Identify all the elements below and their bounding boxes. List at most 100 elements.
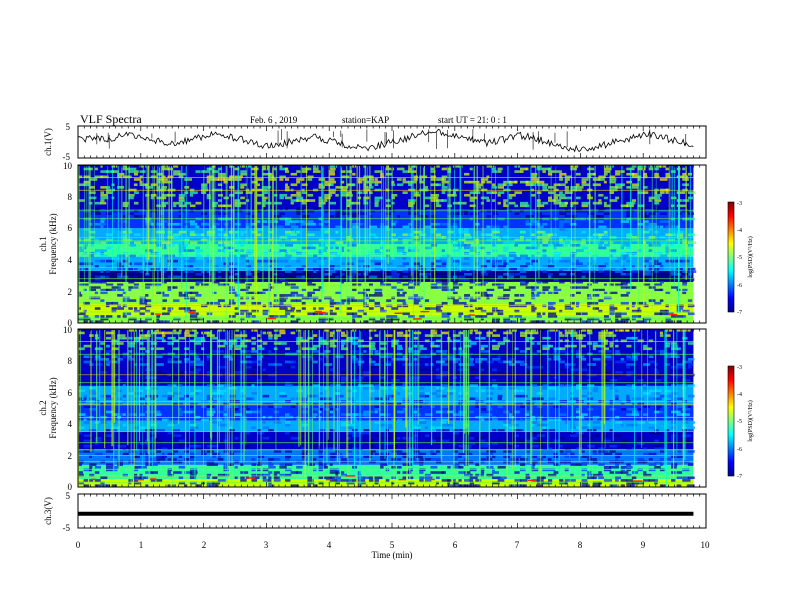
- ch1-spec-speckle: [542, 167, 551, 171]
- ch2-spec-speckle: [161, 371, 168, 374]
- ch1-spec-speckle: [525, 246, 532, 250]
- ch2-spec-speckle: [285, 431, 290, 435]
- ch1-spec-speckle: [357, 278, 363, 281]
- ch2-spec-speckle: [318, 481, 324, 485]
- ch1-spec-speckle: [508, 315, 514, 318]
- ch2-spec-speckle: [492, 368, 497, 372]
- ch1-spec-speckle: [156, 291, 165, 295]
- ch1-spec-speckle: [133, 309, 141, 313]
- ch1-spec-speckle: [262, 165, 270, 168]
- ch2-spec-speckle: [564, 421, 569, 424]
- ch2-spec-speckle: [620, 484, 625, 487]
- ch1-spec-speckle: [402, 312, 410, 316]
- ch1-spec-speckle: [352, 320, 356, 323]
- ch1-spec-speckle: [380, 280, 384, 284]
- ch1-spec-speckle: [161, 267, 168, 271]
- ch1-spec-speckle: [279, 167, 288, 171]
- ch2-spec-speckle: [665, 429, 670, 432]
- ch1-spec-speckle: [592, 178, 601, 181]
- ch2-spec-speckle: [519, 376, 529, 380]
- ch1-spec-ytick-10: 10: [63, 161, 73, 171]
- ch2-spec-speckle: [514, 365, 522, 369]
- ch2-spec-speckle: [676, 413, 684, 416]
- ch1-spec-speckle: [78, 267, 82, 271]
- ch2-spec-speckle: [201, 444, 208, 448]
- ch1-spec-speckle: [519, 320, 524, 323]
- ch2-spec-speckle: [648, 463, 657, 466]
- ch2-spec-speckle: [570, 436, 577, 440]
- ch1-spec-speckle: [307, 283, 315, 287]
- ch2-spec-speckle: [245, 447, 252, 451]
- ch1-spec-speckle: [581, 238, 586, 242]
- ch1-spec-speckle: [408, 167, 412, 171]
- ch1-spec-speckle: [290, 233, 298, 237]
- ch1-spec-speckle: [480, 291, 488, 295]
- ch2-spec-speckle: [452, 429, 459, 432]
- ch2-spec-speckle: [609, 484, 617, 487]
- ch1-spec-speckle: [458, 230, 465, 234]
- ch1-spec-speckle: [665, 291, 671, 295]
- ch1-spec-speckle: [598, 233, 605, 237]
- ch2-spec-speckle: [268, 463, 274, 466]
- ch1-spec-hotspot: [314, 310, 322, 313]
- ch2-spec-speckle: [156, 379, 161, 382]
- ch1-spec-speckle: [173, 204, 177, 208]
- ch2-spec-ytick-4: 4: [68, 419, 73, 429]
- ch1-spec-speckle: [486, 259, 491, 263]
- ch1-spec-speckle: [363, 180, 369, 184]
- ch2-spec-speckle: [195, 371, 200, 374]
- ch2-spec-speckle: [581, 434, 586, 437]
- ch1-spec-speckle: [542, 241, 549, 244]
- ch2-spec-speckle: [94, 465, 102, 469]
- ch1-spec-speckle: [559, 175, 563, 179]
- ch1-spec-speckle: [559, 178, 564, 181]
- ch1-spec-speckle: [413, 301, 419, 305]
- ch2-spec-speckle: [257, 357, 262, 361]
- ch2-spec-speckle: [257, 339, 263, 343]
- ch1-spec-speckle: [469, 254, 475, 258]
- ch2-spec-speckle: [78, 347, 85, 351]
- ch1-spec-speckle: [301, 191, 308, 194]
- ch2-spec-speckle: [508, 392, 513, 395]
- ch1-spec-speckle: [419, 267, 427, 271]
- ch2-spec-speckle: [374, 363, 380, 366]
- ch2-spec-speckle: [312, 434, 321, 437]
- ch1-spec-speckle: [402, 265, 406, 268]
- ch1-spec-speckle: [245, 165, 252, 168]
- ch2-spec-speckle: [643, 447, 648, 451]
- ch2-spec-speckle: [480, 413, 489, 416]
- ch2-spec-speckle: [492, 418, 498, 422]
- ch2-spec-speckle: [363, 410, 370, 414]
- ch1-spec-speckle: [374, 288, 383, 292]
- ch2-spec-speckle: [78, 463, 83, 466]
- ch2-spec-speckle: [480, 408, 487, 411]
- ch2-spec-speckle: [519, 392, 524, 395]
- ch2-spec-speckle: [279, 473, 286, 477]
- ch2-spec-speckle: [184, 484, 188, 487]
- ch2-spec-speckle: [117, 463, 123, 466]
- ch2-spec-speckle: [368, 384, 374, 387]
- ch1-spec-speckle: [497, 265, 505, 268]
- ch1-spec-speckle: [290, 257, 297, 260]
- ch1-spec-speckle: [234, 199, 241, 202]
- ch1-spec-speckle: [469, 270, 476, 273]
- ch2-spec-speckle: [430, 426, 436, 430]
- ch2-spec-speckle: [206, 397, 214, 401]
- ch2-spec-speckle: [643, 347, 650, 351]
- ch1-spec-speckle: [620, 254, 629, 258]
- ch1-spec-speckle: [497, 262, 503, 266]
- ch2-cb-tick-m7: -7: [737, 474, 742, 480]
- ch1-spec-speckle: [671, 270, 677, 273]
- ch1-spec-hotspot: [188, 311, 195, 314]
- ch1-spec-speckle: [212, 301, 221, 305]
- ch1-spec-speckle: [139, 312, 145, 316]
- ch2-spec-speckle: [592, 473, 600, 477]
- ch2-spec-ytick-0: 0: [68, 482, 73, 492]
- ch2-spec-speckle: [357, 368, 365, 372]
- ch1-spec-speckle: [374, 320, 380, 323]
- ch1-spec-speckle: [111, 309, 117, 313]
- ch1-spec-speckle: [133, 201, 139, 205]
- ch2-spec-speckle: [363, 371, 372, 374]
- ch1-spec-speckle: [329, 201, 337, 205]
- ch2-spec-speckle: [111, 339, 120, 343]
